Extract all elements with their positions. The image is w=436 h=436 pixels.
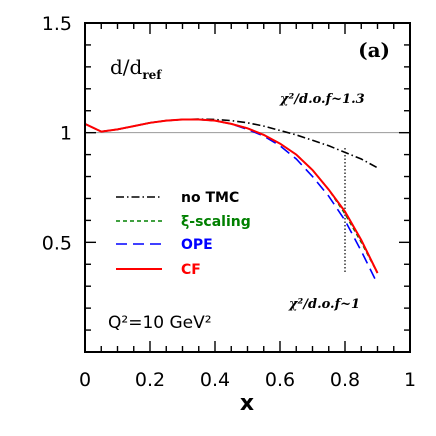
x-tick-label-1: 0.2 <box>135 369 165 391</box>
chi-bottom-annotation: χ²/d.o.f~1 <box>288 297 360 312</box>
labels-layer: (a) d/dref χ²/d.o.f~1.3 χ²/d.o.f~1 Q²=10… <box>108 38 390 416</box>
y-tick-label-0: 0.5 <box>42 232 72 254</box>
y-axis-label-main: d/d <box>110 55 143 79</box>
reference-layer <box>85 132 410 274</box>
series-layer <box>84 118 379 285</box>
series-line-3 <box>84 118 379 274</box>
legend-label-3: CF <box>181 262 201 278</box>
legend-label-1: ξ-scaling <box>181 214 251 230</box>
x-tick-label-5: 1 <box>404 369 416 391</box>
y-tick-label-1: 1 <box>60 123 72 145</box>
chi-top-annotation: χ²/d.o.f~1.3 <box>279 92 365 107</box>
y-axis-label: d/dref <box>110 55 162 82</box>
q2-annotation: Q²=10 GeV² <box>108 313 212 333</box>
legend-label-2: OPE <box>181 237 213 253</box>
y-axis-label-subscript: ref <box>142 68 162 82</box>
x-tick-label-4: 0.8 <box>330 369 360 391</box>
x-axis-label: x <box>240 391 254 416</box>
ticks-layer: 0 0.2 0.4 0.6 0.8 1 0.5 1 1.5 <box>42 13 416 391</box>
x-tick-label-3: 0.6 <box>265 369 295 391</box>
x-tick-label-0: 0 <box>79 369 91 391</box>
legend: no TMC ξ-scaling OPE CF <box>116 190 251 278</box>
legend-label-0: no TMC <box>181 190 239 206</box>
y-tick-label-2: 1.5 <box>42 13 72 35</box>
x-tick-label-2: 0.4 <box>200 369 230 391</box>
panel-label: (a) <box>358 38 390 62</box>
